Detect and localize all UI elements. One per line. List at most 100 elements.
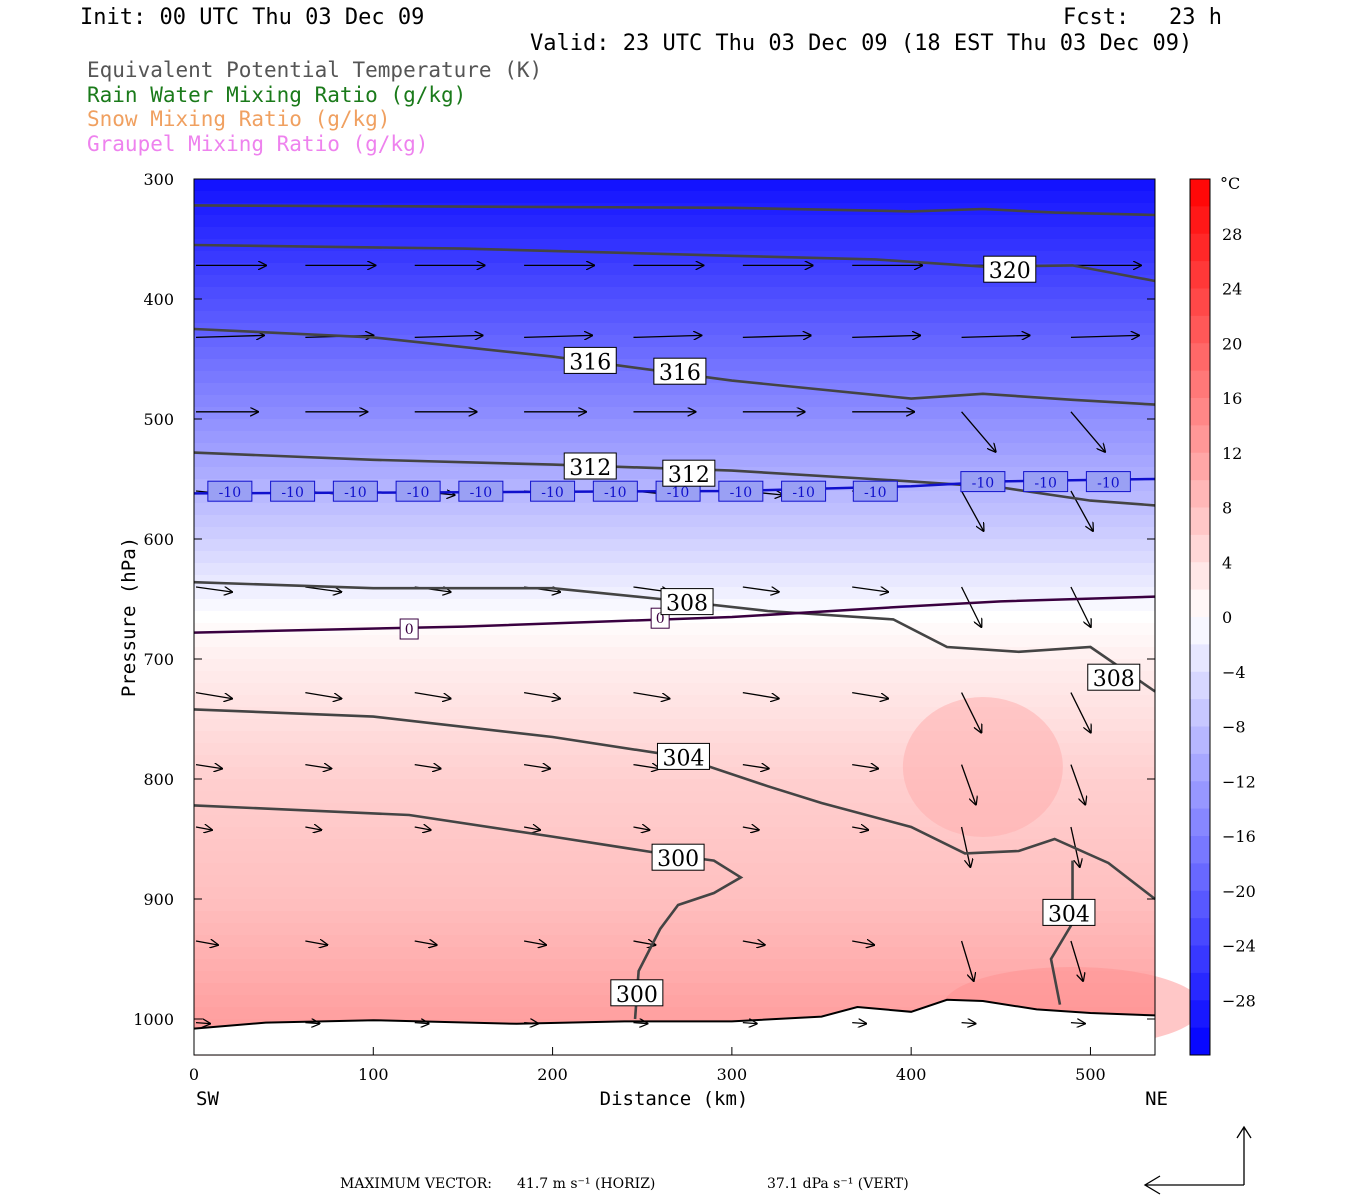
x-tick-label: 0 <box>189 1065 199 1084</box>
colorbar-tick-label: 28 <box>1222 225 1242 244</box>
isotherm-label: -10 <box>730 485 753 501</box>
isotherm-label: 0 <box>405 622 414 638</box>
temperature-band <box>194 503 1155 516</box>
plot-frame <box>193 178 1156 1056</box>
isotherm-label-box <box>718 480 764 502</box>
wind-vector <box>524 335 592 337</box>
theta-e-label-box <box>610 979 664 1007</box>
temperature-band <box>194 887 1155 900</box>
field-rain-label: Rain Water Mixing Ratio (g/kg) <box>87 83 467 107</box>
wind-vector <box>961 335 1030 337</box>
temperature-band <box>194 563 1155 576</box>
contour-labels: -10 -10 -10 -10 -10 -10 -10 -10 -10 -10 -10 -10 -10 -… <box>207 255 1141 1008</box>
colorbar-swatch <box>1190 753 1210 782</box>
theta-e-label-box <box>1087 663 1141 691</box>
x-tick-label: 500 <box>1075 1065 1106 1084</box>
temperature-band <box>194 227 1155 240</box>
max-vector-vert: 37.1 dPa s⁻¹ (VERT) <box>767 1176 909 1192</box>
field-snow-label: Snow Mixing Ratio (g/kg) <box>87 107 391 131</box>
wind-vector <box>305 691 341 699</box>
temperature-band <box>194 575 1155 588</box>
colorbar-swatch <box>1190 261 1210 289</box>
temperature-band <box>194 611 1155 624</box>
colorbar-swatch <box>1190 370 1210 399</box>
temperature-band <box>194 551 1155 564</box>
theta-e-line <box>193 243 1156 283</box>
wind-vector <box>195 765 222 769</box>
temperature-band <box>194 239 1155 252</box>
temperature-band <box>194 875 1155 888</box>
wind-vector <box>852 765 878 769</box>
wind-vector <box>1070 764 1085 805</box>
temperature-band <box>194 659 1155 672</box>
wind-vector <box>523 941 546 945</box>
temperature-band <box>194 515 1155 528</box>
colorbar-swatch <box>1190 644 1210 673</box>
wind-vector <box>524 765 550 769</box>
colorbar-swatch <box>1190 890 1210 919</box>
colorbar-swatch <box>1190 617 1210 645</box>
theta-e-label: 316 <box>569 350 611 375</box>
isotherm-label: -10 <box>792 485 815 501</box>
wind-vector <box>852 586 888 592</box>
temperature-band <box>194 671 1155 684</box>
temperature-band <box>194 527 1155 540</box>
colorbar-swatch <box>1190 452 1210 481</box>
theta-e-label: 308 <box>1093 667 1135 692</box>
temperature-band <box>194 683 1155 696</box>
temperature-band <box>194 431 1155 444</box>
wind-vector <box>960 826 971 867</box>
temperature-band <box>194 275 1155 288</box>
terrain <box>193 998 1156 1055</box>
wind-vector <box>633 765 659 769</box>
temperature-band <box>194 287 1155 300</box>
temperature-band <box>194 923 1155 936</box>
wind-vector <box>961 490 984 531</box>
isotherm-label-box <box>960 471 1006 493</box>
surface-line <box>193 998 1156 1030</box>
theta-e-label-box <box>563 452 617 480</box>
isotherm-label: -10 <box>1097 476 1120 492</box>
temperature-band <box>194 995 1155 1008</box>
temperature-band <box>194 191 1155 204</box>
temperature-field <box>194 179 1203 1056</box>
wind-vector <box>633 1023 647 1024</box>
theta-e-line <box>193 451 1156 507</box>
wind-vector <box>1070 940 1083 981</box>
theta-e-label: 304 <box>1048 902 1090 927</box>
isotherm-label: -10 <box>604 485 627 501</box>
wind-vector <box>633 691 669 699</box>
colorbar-swatch <box>1190 1000 1210 1029</box>
temperature-band <box>194 803 1155 816</box>
y-tick-label: 1000 <box>133 1010 174 1029</box>
isotherm-label-box <box>592 480 638 502</box>
temperature-band <box>194 959 1155 972</box>
colorbar-swatch <box>1190 425 1210 454</box>
colorbar-tick-label: −16 <box>1222 827 1256 846</box>
y-axis-title: Pressure (hPa) <box>118 537 140 697</box>
temperature-band <box>194 695 1155 708</box>
wind-vector <box>633 827 649 830</box>
isotherm-label-box <box>399 618 419 640</box>
temperature-band <box>194 419 1155 432</box>
isotherm-label: -10 <box>667 485 690 501</box>
wind-vector <box>852 1023 866 1024</box>
isotherm-label-box <box>395 480 441 502</box>
wind-vector <box>1070 335 1139 337</box>
temperature-band <box>194 935 1155 948</box>
wind-vector <box>195 827 212 830</box>
isotherm-label: -10 <box>541 485 564 501</box>
colorbar-tick-label: −4 <box>1222 663 1246 682</box>
isotherm-label: -10 <box>470 485 493 501</box>
y-tick-label: 700 <box>143 650 174 669</box>
wind-vector <box>195 691 232 699</box>
colorbar-swatch <box>1190 534 1210 563</box>
colorbar-swatch <box>1190 808 1210 837</box>
colorbar-tick-label: −12 <box>1222 772 1256 791</box>
theta-e-line <box>193 327 1156 406</box>
theta-e-label-box <box>653 357 707 385</box>
isotherm-label: -10 <box>219 485 242 501</box>
colorbar-swatch <box>1190 836 1210 864</box>
y-tick-label: 500 <box>143 410 174 429</box>
